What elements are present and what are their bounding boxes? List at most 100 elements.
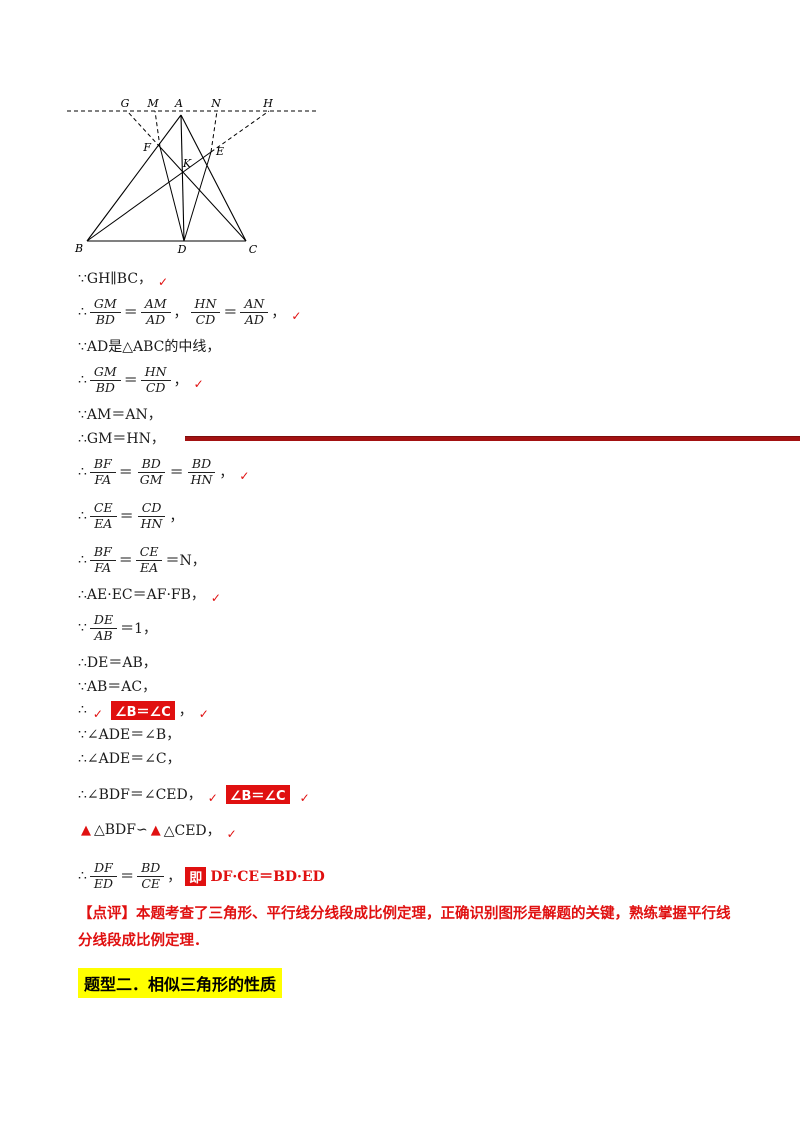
proof-line: ∵AD是△ABC的中线，: [78, 334, 718, 358]
proof-line: ∴ GM BD ＝ AM AD， HN CD ＝ AN AD， ✓: [78, 290, 718, 334]
proof-line: ▲ △BDF∽ ▲ △CED， ✓: [78, 818, 718, 842]
math-text: ＝: [169, 465, 184, 481]
fraction: DF ED: [90, 860, 117, 891]
red-highlight: 即: [185, 866, 207, 886]
red-rule-mark: [185, 436, 800, 441]
fraction-denominator: CE: [141, 875, 161, 891]
fraction-numerator: GM: [89, 296, 121, 313]
math-text: ∴GM＝HN，: [78, 431, 165, 447]
check-mark-icon: ✓: [239, 469, 250, 483]
fraction-denominator: BD: [95, 379, 115, 395]
proof-line: ∴DE＝AB，: [78, 650, 718, 674]
red-triangle-icon: ▲: [81, 822, 91, 838]
fraction-denominator: HN: [140, 515, 163, 531]
math-text: ∵GH∥BC，: [78, 271, 153, 287]
fraction-numerator: CE: [89, 500, 117, 517]
label-A: A: [174, 97, 183, 110]
fraction-numerator: AM: [140, 296, 171, 313]
fraction: GM BD: [89, 296, 121, 327]
proof-line: ∵GH∥BC， ✓: [78, 266, 718, 290]
math-text: ∴∠BDF＝∠CED，: [78, 787, 202, 803]
fraction-numerator: BD: [187, 456, 216, 473]
label-B: B: [74, 242, 83, 255]
math-text: ∴: [78, 508, 87, 524]
fraction: CE EA: [135, 544, 163, 575]
check-mark-icon: ✓: [198, 707, 209, 721]
label-E: E: [215, 145, 224, 158]
check-mark-icon: ✓: [291, 309, 302, 323]
math-text: ＝: [120, 869, 135, 885]
math-text: ，: [271, 305, 286, 321]
fraction-denominator: HN: [190, 471, 213, 487]
fraction-denominator: EA: [140, 559, 159, 575]
math-text: ，: [167, 869, 182, 885]
fraction: HN CD: [140, 364, 171, 395]
fraction-denominator: GM: [139, 471, 163, 487]
math-text: ∵AD是△ABC的中线，: [78, 339, 221, 355]
math-text: ∵AM＝AN，: [78, 407, 162, 423]
triangle-diagram: G M A N H F K E B D C: [67, 97, 318, 255]
check-mark-icon: ✓: [158, 275, 169, 289]
fraction-numerator: BD: [137, 456, 165, 473]
fraction-numerator: GM: [89, 364, 121, 381]
red-text: DF·CE＝BD·ED: [210, 869, 325, 885]
check-mark-icon: ✓: [92, 707, 103, 721]
fraction: DE AB: [89, 612, 118, 643]
math-text: ，: [178, 703, 193, 719]
math-text: ＝: [123, 305, 138, 321]
proof-line: ∴GM＝HN，: [78, 426, 718, 450]
check-mark-icon: ✓: [207, 791, 218, 805]
proof-line: ∴∠ADE＝∠C，: [78, 746, 718, 770]
label-C: C: [249, 243, 258, 255]
math-text: ∴∠ADE＝∠C，: [78, 751, 181, 767]
fraction-denominator: EA: [94, 515, 113, 531]
fraction-denominator: CD: [195, 311, 216, 327]
math-text: ＝: [119, 509, 134, 525]
fraction-denominator: BD: [95, 311, 115, 327]
proof-line: ∴ BF FA ＝ BD GM ＝ BD HN， ✓: [78, 450, 718, 494]
fraction: CE EA: [89, 500, 117, 531]
math-text: ，: [219, 465, 234, 481]
math-text: ＝: [223, 305, 238, 321]
fraction-denominator: FA: [94, 471, 112, 487]
math-text: ＝: [123, 373, 138, 389]
fraction-denominator: ED: [93, 875, 114, 891]
proof-lines: ∵GH∥BC， ✓ ∴ GM BD ＝ AM AD， HN CD ＝ AN AD， ✓ ∵AD是△ABC的中…: [78, 266, 718, 898]
fraction-numerator: CE: [135, 544, 163, 561]
math-text: ＝N，: [165, 553, 206, 569]
math-text: ∴: [78, 552, 87, 568]
math-text: ∵: [78, 620, 87, 636]
math-text: ，: [173, 305, 188, 321]
fraction-numerator: BF: [89, 544, 116, 561]
label-D: D: [177, 243, 187, 255]
label-H: H: [262, 97, 273, 110]
fraction-denominator: AB: [94, 627, 113, 643]
fraction-numerator: CD: [137, 500, 166, 517]
fraction: HN CD: [190, 296, 221, 327]
fraction-numerator: BF: [89, 456, 116, 473]
math-text: ∵AB＝AC，: [78, 679, 157, 695]
proof-line: ∴ ✓ ∠B＝∠C， ✓: [78, 698, 718, 722]
fraction-numerator: HN: [140, 364, 171, 381]
proof-line: ∵ DE AB ＝1，: [78, 606, 718, 650]
label-G: G: [121, 97, 130, 110]
math-text: ＝: [118, 553, 133, 569]
fraction-denominator: CD: [145, 379, 166, 395]
math-text: ，: [169, 509, 184, 525]
proof-line: ∴ DF ED ＝ BD CE，即 DF·CE＝BD·ED: [78, 854, 718, 898]
math-text: ∴: [78, 304, 87, 320]
comment-text: 【点评】本题考查了三角形、平行线分线段成比例定理，正确识别图形是解题的关键，熟练…: [78, 906, 731, 949]
math-text: ＝1，: [120, 621, 157, 637]
fraction-denominator: AD: [244, 311, 264, 327]
math-text: ∴AE·EC＝AF·FB，: [78, 587, 205, 603]
math-text: ∴: [78, 372, 87, 388]
proof-line: ∴ BF FA ＝ CE EA ＝N，: [78, 538, 718, 582]
fraction: BD HN: [187, 456, 217, 487]
math-text: ∴: [78, 868, 87, 884]
math-text: △BDF∽: [94, 822, 148, 838]
proof-line: ∴AE·EC＝AF·FB， ✓: [78, 582, 718, 606]
fraction: AM AD: [140, 296, 171, 327]
check-mark-icon: ✓: [226, 827, 237, 841]
math-text: ∴: [78, 464, 87, 480]
